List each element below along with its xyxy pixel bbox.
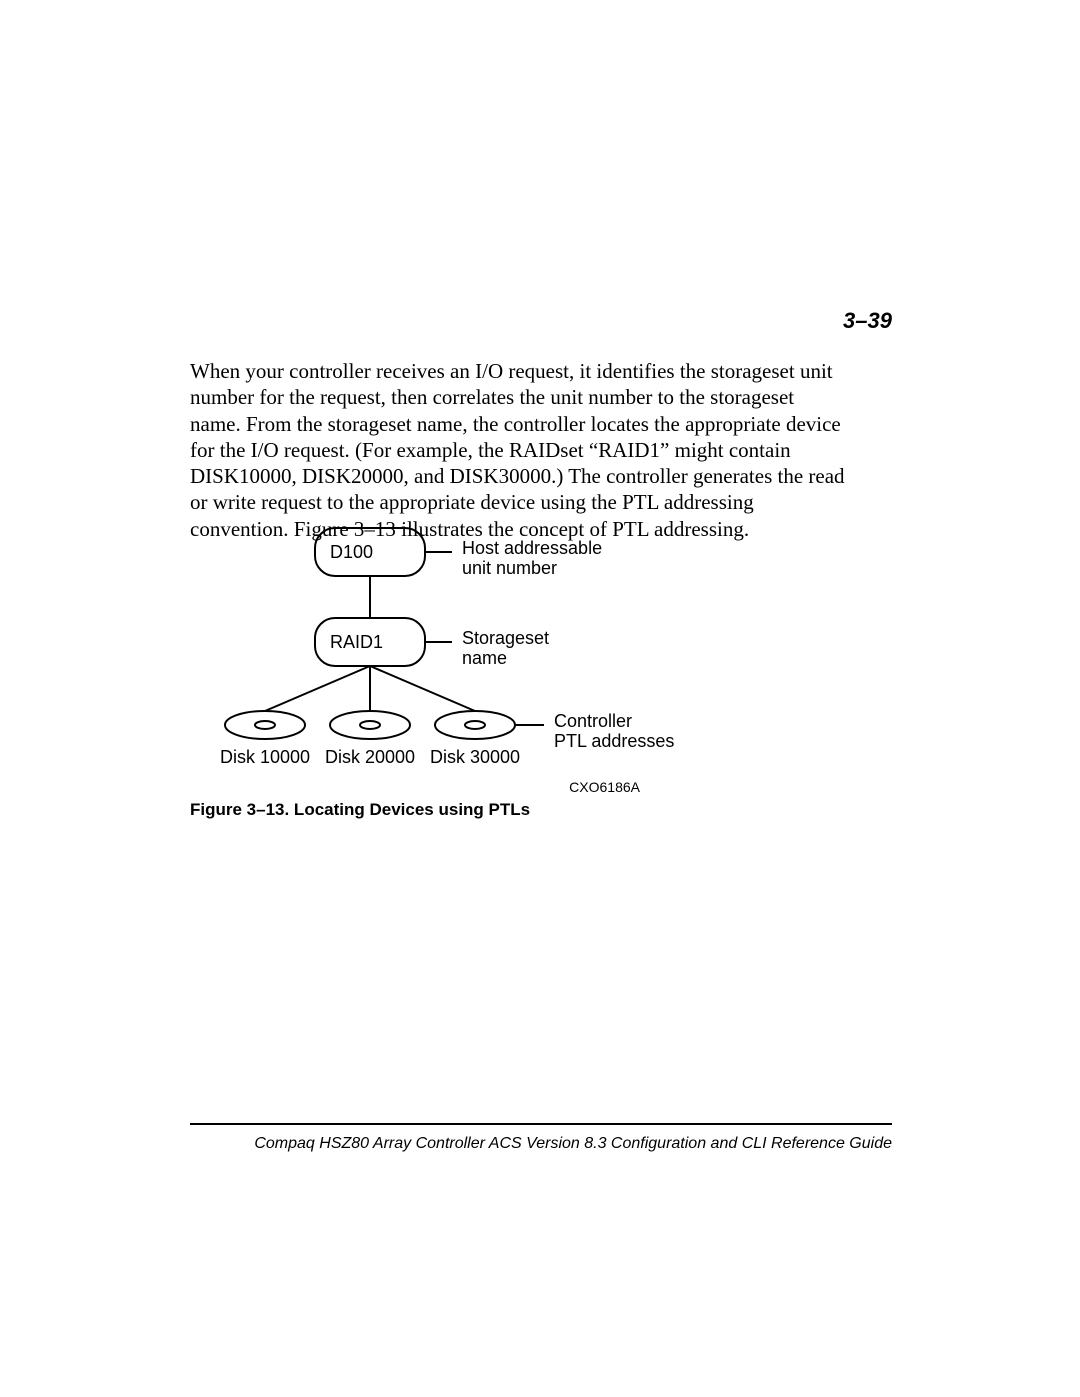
ptl-diagram: D100 RAID1 Disk 10000 Disk 20000 Disk 30000 H… xyxy=(190,520,850,830)
disk1-label: Disk 10000 xyxy=(220,747,310,767)
raid1-label: RAID1 xyxy=(330,632,383,652)
annot-ptl-line1: Controller xyxy=(554,711,632,731)
disk3-label: Disk 30000 xyxy=(430,747,520,767)
annot-unit-line2: unit number xyxy=(462,558,557,578)
d100-label: D100 xyxy=(330,542,373,562)
diagram-code: CXO6186A xyxy=(569,779,640,795)
edge-raid1-disk1 xyxy=(265,666,370,711)
disk1-platter xyxy=(225,711,305,739)
page-number: 3–39 xyxy=(843,308,892,334)
annot-storageset-line1: Storageset xyxy=(462,628,549,648)
body-paragraph: When your controller receives an I/O req… xyxy=(190,358,850,542)
footer-rule xyxy=(190,1123,892,1125)
disk2-label: Disk 20000 xyxy=(325,747,415,767)
page: 3–39 When your controller receives an I/… xyxy=(0,0,1080,1397)
disk2-platter xyxy=(330,711,410,739)
annot-storageset-line2: name xyxy=(462,648,507,668)
disk3-platter xyxy=(435,711,515,739)
footer-text: Compaq HSZ80 Array Controller ACS Versio… xyxy=(254,1135,892,1153)
annot-unit-line1: Host addressable xyxy=(462,538,602,558)
edge-raid1-disk3 xyxy=(370,666,475,711)
annot-ptl-line2: PTL addresses xyxy=(554,731,674,751)
figure-caption: Figure 3–13. Locating Devices using PTLs xyxy=(190,800,530,820)
